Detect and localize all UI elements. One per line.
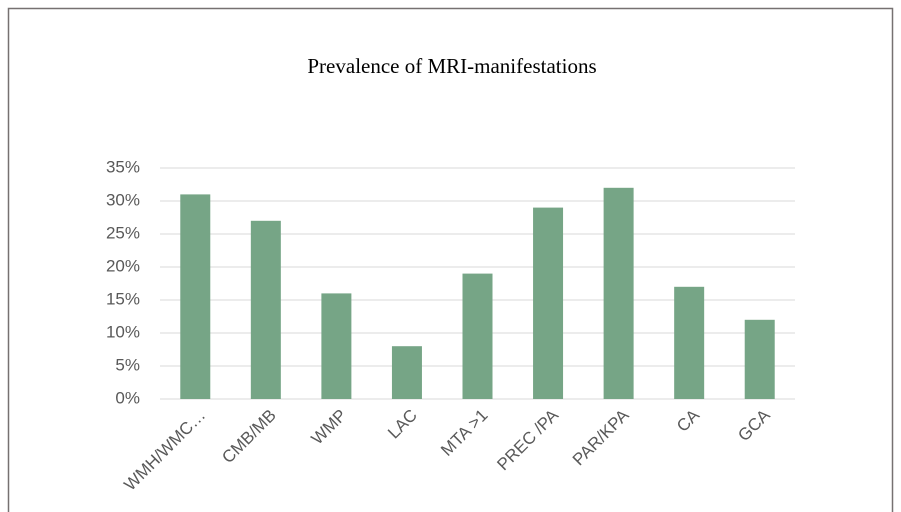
bar (744, 319, 775, 399)
y-tick-label: 20% (106, 256, 140, 275)
bar (391, 346, 422, 399)
chart-title: Prevalence of MRI-manifestations (307, 54, 596, 78)
chart-frame (7, 7, 894, 512)
bar (250, 220, 281, 399)
y-tick-label: 30% (106, 190, 140, 209)
y-tick-label: 0% (115, 388, 140, 407)
bar (180, 194, 211, 399)
bar (321, 293, 352, 399)
bar (603, 187, 634, 399)
y-tick-label: 35% (106, 157, 140, 176)
y-tick-label: 25% (106, 223, 140, 242)
bar (674, 286, 705, 399)
y-tick-label: 15% (106, 289, 140, 308)
y-tick-label: 5% (115, 355, 140, 374)
bar (462, 273, 493, 399)
bar (533, 207, 564, 399)
y-tick-label: 10% (106, 322, 140, 341)
